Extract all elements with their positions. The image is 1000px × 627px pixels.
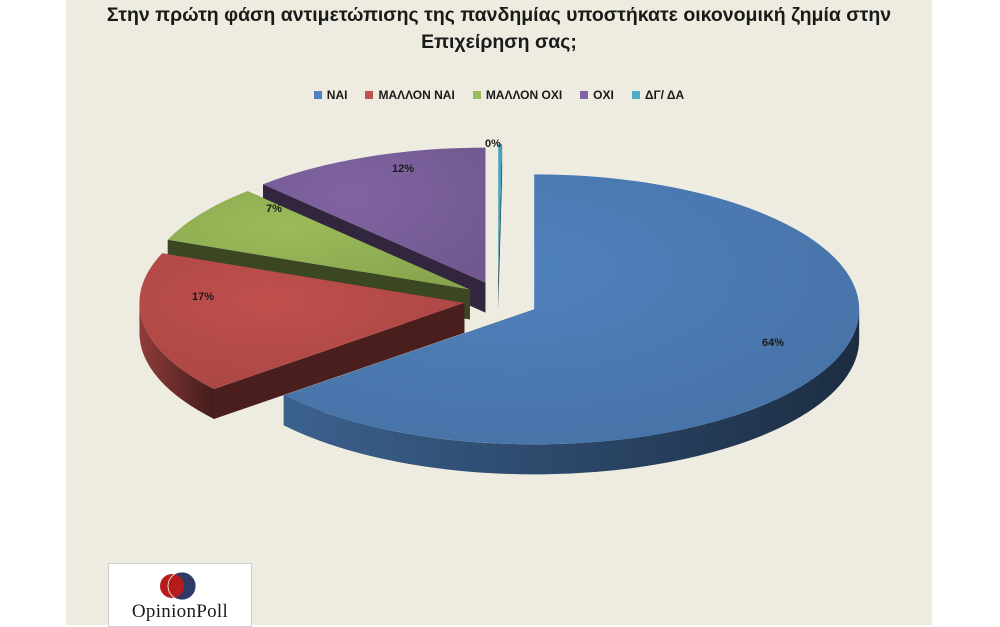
- pie-chart: 64% 17% 7% 12% 0%: [139, 138, 860, 475]
- pie-slice-4: [498, 144, 503, 280]
- pie-slice-wall-4-1: [498, 144, 503, 310]
- data-label-2: 7%: [266, 203, 282, 215]
- legend-swatch-mallon-nai: [365, 91, 374, 99]
- logo-text: OpinionPoll: [131, 601, 229, 622]
- legend-label-nai: ΝΑΙ: [326, 88, 348, 102]
- legend-swatch-nai: [313, 91, 322, 99]
- legend-label-mallon-oxi: ΜΑΛΛΟΝ ΟΧΙ: [485, 88, 563, 102]
- chart-title: Στην πρώτη φάση αντιμετώπισης της πανδημ…: [66, 2, 932, 56]
- chart-legend: ΝΑΙ ΜΑΛΛΟΝ ΝΑΙ ΜΑΛΛΟΝ ΟΧΙ ΟΧΙ ΔΓ/ ΔΑ: [66, 88, 932, 102]
- legend-swatch-mallon-oxi: [472, 91, 481, 99]
- pie-slice-3: [263, 147, 486, 283]
- chart-panel: Στην πρώτη φάση αντιμετώπισης της πανδημ…: [66, 0, 932, 627]
- data-label-0: 64%: [762, 337, 784, 349]
- pie-slice-rim-0: [283, 309, 860, 475]
- chart-title-line-2: Επιχείρηση σας;: [421, 31, 577, 53]
- legend-item-dg-da: ΔΓ/ ΔΑ: [631, 88, 685, 102]
- pie-slice-rim-1: [139, 302, 215, 419]
- legend-label-dg-da: ΔΓ/ ΔΑ: [644, 88, 685, 102]
- legend-swatch-dg-da: [631, 91, 640, 99]
- legend-item-mallon-oxi: ΜΑΛΛΟΝ ΟΧΙ: [472, 88, 563, 102]
- logo-circles-icon: [160, 571, 197, 601]
- data-label-4: 0%: [485, 138, 501, 150]
- legend-item-nai: ΝΑΙ: [313, 88, 348, 102]
- data-label-3: 12%: [392, 163, 414, 175]
- legend-item-mallon-nai: ΜΑΛΛΟΝ ΝΑΙ: [365, 88, 455, 102]
- opinionpoll-logo: OpinionPoll: [108, 563, 252, 627]
- pie-slice-1: [139, 253, 465, 389]
- pie-slice-side-4: [498, 144, 503, 310]
- legend-label-oxi: ΟΧΙ: [593, 88, 614, 102]
- pie-slice-2: [167, 191, 470, 290]
- pie-slice-0: [283, 174, 860, 445]
- legend-label-mallon-nai: ΜΑΛΛΟΝ ΝΑΙ: [378, 88, 455, 102]
- legend-swatch-oxi: [580, 91, 589, 99]
- legend-item-oxi: ΟΧΙ: [580, 88, 614, 102]
- data-label-1: 17%: [192, 291, 214, 303]
- pie-slice-wall-1-0: [214, 302, 465, 419]
- chart-title-line-1: Στην πρώτη φάση αντιμετώπισης της πανδημ…: [106, 4, 892, 26]
